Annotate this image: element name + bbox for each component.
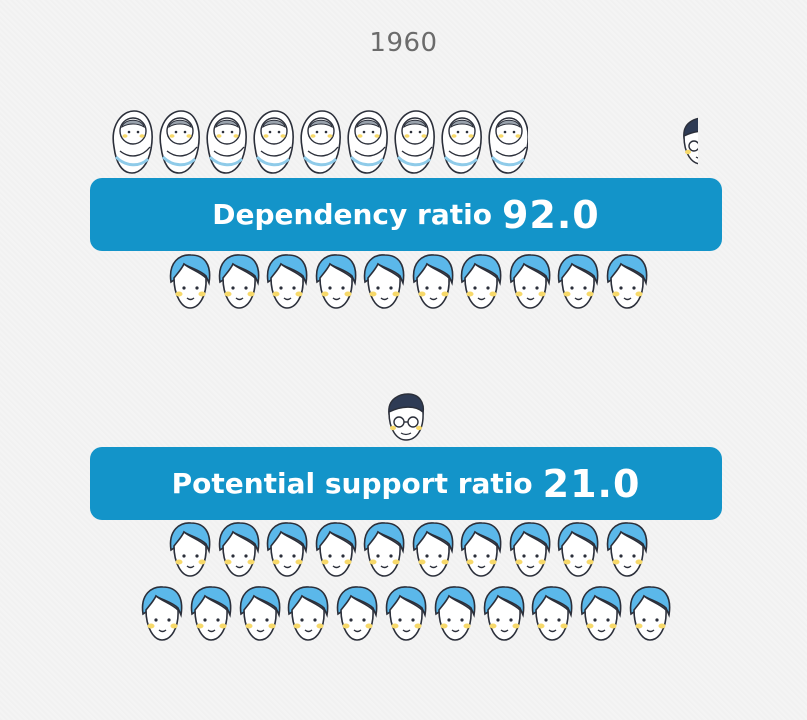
adult-icon — [554, 252, 602, 314]
adult-icon — [457, 252, 505, 314]
adult-icon — [554, 520, 602, 582]
elder-icon — [381, 392, 431, 444]
baby-icon — [343, 104, 391, 180]
adult-icon — [166, 252, 214, 314]
adult-icon — [215, 520, 263, 582]
adult-icon — [431, 584, 479, 646]
adult-icon — [577, 584, 625, 646]
adult-icon — [382, 584, 430, 646]
support-adult-row-2 — [0, 584, 807, 654]
working-age-row-1 — [0, 252, 807, 322]
dependency-banner: Dependency ratio 92.0 — [90, 178, 722, 251]
dependency-label: Dependency ratio — [212, 198, 492, 231]
dependency-value: 92.0 — [501, 192, 600, 237]
adult-icon — [409, 252, 457, 314]
adult-icon — [263, 520, 311, 582]
adult-icon — [215, 252, 263, 314]
adult-icon — [333, 584, 381, 646]
adult-icon — [603, 520, 651, 582]
adult-icon — [528, 584, 576, 646]
adult-icon — [187, 584, 235, 646]
adult-icon — [480, 584, 528, 646]
support-banner: Potential support ratio 21.0 — [90, 447, 722, 520]
elder-icon — [676, 116, 698, 166]
baby-icon — [296, 104, 344, 180]
baby-icon — [202, 104, 250, 180]
adult-icon — [360, 520, 408, 582]
adult-icon — [603, 252, 651, 314]
adult-icon — [312, 520, 360, 582]
adult-icon — [409, 520, 457, 582]
adult-icon — [236, 584, 284, 646]
baby-icon — [437, 104, 485, 180]
support-label: Potential support ratio — [171, 467, 533, 500]
adult-icon — [138, 584, 186, 646]
children-row — [108, 104, 528, 180]
adult-icon — [166, 520, 214, 582]
adult-icon — [457, 520, 505, 582]
adult-icon — [312, 252, 360, 314]
adult-icon — [263, 252, 311, 314]
adult-icon — [506, 520, 554, 582]
adult-icon — [360, 252, 408, 314]
baby-icon — [390, 104, 438, 180]
support-value: 21.0 — [542, 461, 641, 506]
adult-icon — [284, 584, 332, 646]
year-label: 1960 — [369, 28, 438, 58]
adult-icon — [506, 252, 554, 314]
baby-icon — [249, 104, 297, 180]
baby-icon — [108, 104, 156, 180]
baby-icon — [155, 104, 203, 180]
adult-icon — [626, 584, 674, 646]
support-adult-row-1 — [0, 520, 807, 590]
baby-icon — [484, 104, 528, 180]
